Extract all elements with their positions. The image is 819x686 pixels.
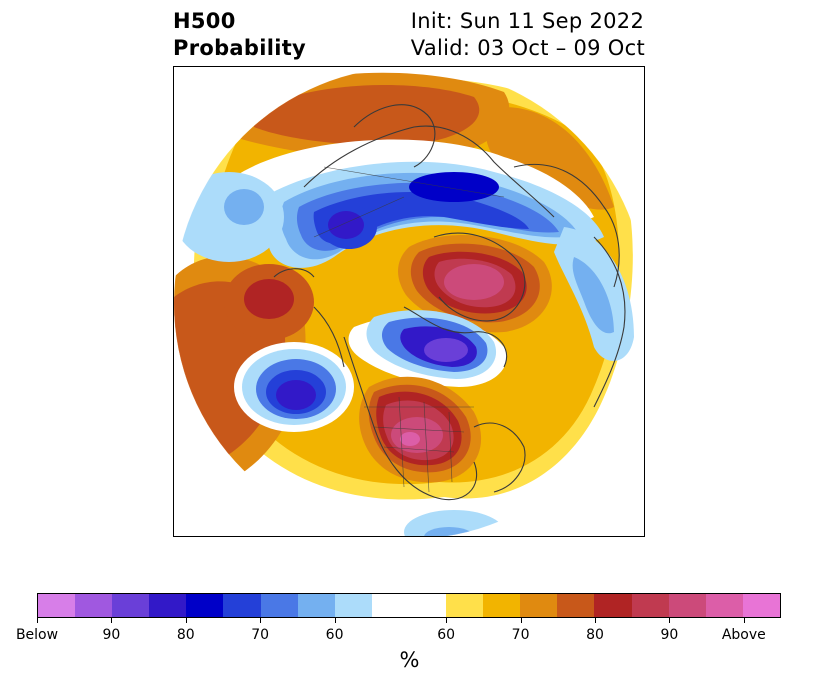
map-dates: Init: Sun 11 Sep 2022 Valid: 03 Oct – 09… xyxy=(411,8,645,62)
colorbar-tick-label: Below xyxy=(15,627,59,643)
colorbar-tick-mark xyxy=(595,618,596,623)
colorbar-segment xyxy=(557,594,595,617)
init-date: Init: Sun 11 Sep 2022 xyxy=(410,9,645,33)
colorbar-tick-mark xyxy=(37,618,38,623)
title-product: Probability xyxy=(173,36,307,60)
colorbar-segment xyxy=(334,594,372,617)
colorbar-segment xyxy=(520,594,558,617)
colorbar-tick-label: 60 xyxy=(325,627,344,643)
colorbar-tick-label: 70 xyxy=(251,627,270,643)
colorbar-tick-mark xyxy=(260,618,262,623)
coastlines xyxy=(273,104,626,501)
colorbar-segment xyxy=(742,594,780,617)
colorbar-tick-mark xyxy=(669,618,671,623)
colorbar-segment xyxy=(668,594,706,617)
colorbar-segment xyxy=(75,594,113,617)
probability-field xyxy=(174,67,644,536)
map-canvas xyxy=(174,67,644,536)
colorbar-segment xyxy=(371,594,447,617)
colorbar-segment xyxy=(483,594,521,617)
colorbar-segment xyxy=(223,594,261,617)
colorbar-tick-mark xyxy=(743,618,745,623)
valid-period: Valid: 03 Oct – 09 Oct xyxy=(410,36,645,60)
colorbar-tick-mark xyxy=(446,618,448,623)
colorbar xyxy=(37,593,781,618)
colorbar-unit-label: % xyxy=(399,648,420,672)
colorbar-tick-label: 90 xyxy=(660,627,679,643)
colorbar-tick-label: 90 xyxy=(102,627,121,643)
colorbar-tick-label: 70 xyxy=(511,627,530,643)
colorbar-tick-mark xyxy=(520,618,522,623)
title-variable: H500 xyxy=(173,9,236,33)
borders xyxy=(313,166,505,493)
colorbar-segment xyxy=(112,594,150,617)
colorbar-tick-mark xyxy=(334,618,336,623)
colorbar-segment xyxy=(594,594,632,617)
colorbar-segment xyxy=(38,594,76,617)
probability-map xyxy=(173,66,645,537)
colorbar-segment xyxy=(631,594,669,617)
colorbar-segment xyxy=(186,594,224,617)
colorbar-segment xyxy=(260,594,298,617)
colorbar-segment xyxy=(149,594,187,617)
colorbar-ticks: Below 90 80 70 60 60 70 80 90 Above xyxy=(16,618,781,643)
colorbar-segment xyxy=(446,594,484,617)
colorbar-tick-label: 80 xyxy=(586,627,604,643)
colorbar-tick-label: 60 xyxy=(437,627,456,643)
colorbar-segment xyxy=(705,594,743,617)
map-title: H500 Probability xyxy=(173,8,306,62)
colorbar-tick-mark xyxy=(185,618,187,623)
colorbar-tick-mark xyxy=(111,618,113,623)
colorbar-segment xyxy=(297,594,335,617)
colorbar-tick-label: Above xyxy=(721,627,766,643)
colorbar-tick-label: 80 xyxy=(176,627,195,643)
